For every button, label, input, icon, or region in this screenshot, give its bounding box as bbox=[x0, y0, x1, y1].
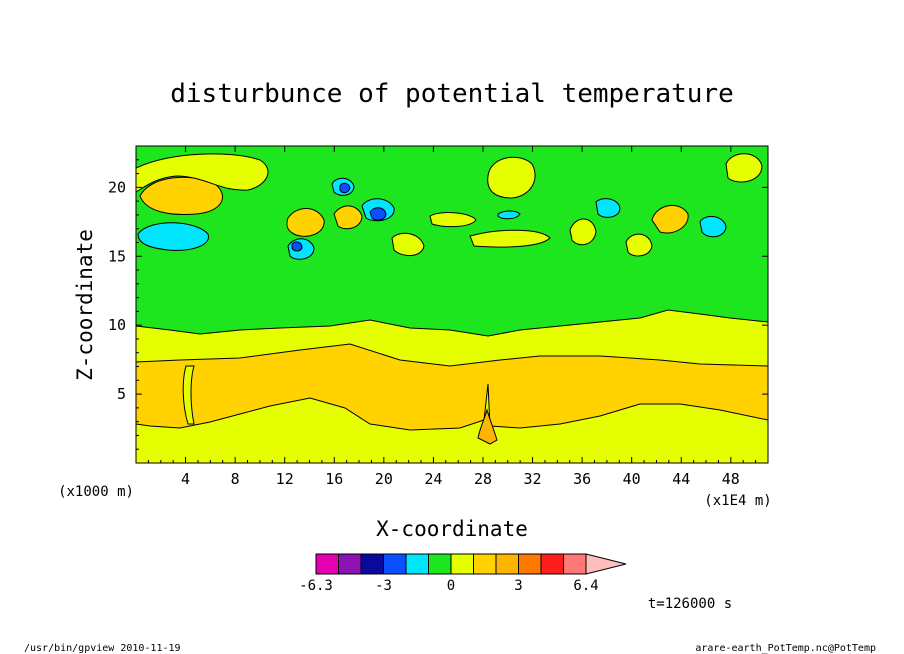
colorbar-arrow bbox=[585, 553, 627, 575]
contour-orange-spike bbox=[477, 408, 498, 445]
contour-yellow-center bbox=[487, 156, 536, 199]
x-tick-label: 16 bbox=[325, 470, 343, 488]
y-axis-title: Z-coordinate bbox=[73, 229, 97, 381]
contour-yellow-left-top bbox=[136, 153, 269, 193]
colorbar-swatch bbox=[360, 553, 384, 575]
contour-orange-blob-left bbox=[139, 176, 223, 215]
colorbar-swatch bbox=[383, 553, 407, 575]
x-tick-label: 4 bbox=[181, 470, 190, 488]
contour-cyan-blob-39 bbox=[595, 198, 621, 218]
x-tick-label: 20 bbox=[375, 470, 393, 488]
colorbar-swatch bbox=[473, 553, 497, 575]
contour-field bbox=[136, 146, 768, 463]
x-units-label: (x1E4 m) bbox=[704, 493, 771, 509]
colorbar-tick-label: -3 bbox=[375, 578, 392, 594]
colorbar-swatch bbox=[405, 553, 429, 575]
x-tick-label: 48 bbox=[722, 470, 740, 488]
footer-right: arare-earth_PotTemp.nc@PotTemp bbox=[695, 643, 876, 654]
colorbar-tick-label: 6.4 bbox=[573, 578, 598, 594]
colorbar-tick-label: -6.3 bbox=[299, 578, 333, 594]
contour-blue-blob-20 bbox=[369, 207, 387, 221]
footer-left: /usr/bin/gpview 2010-11-19 bbox=[24, 643, 181, 654]
chart-title: disturbunce of potential temperature bbox=[170, 79, 734, 109]
y-tick-label: 20 bbox=[108, 178, 126, 196]
contour-orange-blob-17 bbox=[333, 205, 363, 230]
time-label: t=126000 s bbox=[648, 596, 732, 612]
contour-yellow-blob-22 bbox=[391, 232, 425, 256]
colorbar-swatch bbox=[563, 553, 587, 575]
y-tick-label: 5 bbox=[117, 385, 126, 403]
contour-yellow-blob-37 bbox=[569, 218, 597, 246]
x-tick-label: 36 bbox=[573, 470, 591, 488]
x-tick-label: 40 bbox=[623, 470, 641, 488]
plot-frame bbox=[135, 145, 769, 464]
x-tick-label: 8 bbox=[231, 470, 240, 488]
colorbar-swatch bbox=[540, 553, 564, 575]
contour-yellow-blob-42 bbox=[625, 233, 653, 257]
contour-yellow-blob-47 bbox=[725, 153, 763, 183]
x-tick-label: 44 bbox=[672, 470, 690, 488]
contour-green-upper bbox=[136, 146, 768, 337]
colorbar-tick-label: 3 bbox=[514, 578, 522, 594]
y-axis: 5 10 15 20 bbox=[108, 159, 768, 450]
colorbar-swatch bbox=[315, 553, 339, 575]
x-tick-label: 28 bbox=[474, 470, 492, 488]
contour-blue-blob-13 bbox=[291, 241, 303, 252]
y-units-label: (x1000 m) bbox=[58, 484, 134, 500]
colorbar bbox=[315, 553, 627, 575]
x-tick-label: 12 bbox=[276, 470, 294, 488]
x-tick-label: 32 bbox=[524, 470, 542, 488]
contour-orange-lower bbox=[136, 343, 768, 431]
x-tick-label: 24 bbox=[424, 470, 442, 488]
contour-cyan-blob-45 bbox=[699, 216, 727, 238]
contour-orange-blob-44 bbox=[651, 205, 689, 234]
colorbar-swatch bbox=[518, 553, 542, 575]
contour-yellow-blob-24 bbox=[429, 212, 477, 228]
colorbar-tick-label: 0 bbox=[447, 578, 455, 594]
contour-yellow-gap bbox=[182, 365, 195, 425]
y-tick-label: 10 bbox=[108, 316, 126, 334]
x-axis-title: X-coordinate bbox=[376, 517, 528, 541]
contour-cyan-blob-left bbox=[137, 222, 209, 251]
colorbar-swatch bbox=[450, 553, 474, 575]
colorbar-labels: -6.3 -3 0 3 6.4 bbox=[299, 578, 599, 594]
contour-cyan-small-29 bbox=[497, 210, 521, 220]
contour-blue-blob-17 bbox=[339, 182, 351, 194]
colorbar-swatch bbox=[428, 553, 452, 575]
x-axis: 4 8 12 16 20 24 28 32 36 40 44 48 bbox=[147, 146, 757, 488]
contour-yellow-band bbox=[469, 229, 551, 248]
y-tick-label: 15 bbox=[108, 247, 126, 265]
colorbar-swatch bbox=[495, 553, 519, 575]
colorbar-swatch bbox=[338, 553, 362, 575]
contour-orange-blob-14 bbox=[286, 208, 325, 237]
